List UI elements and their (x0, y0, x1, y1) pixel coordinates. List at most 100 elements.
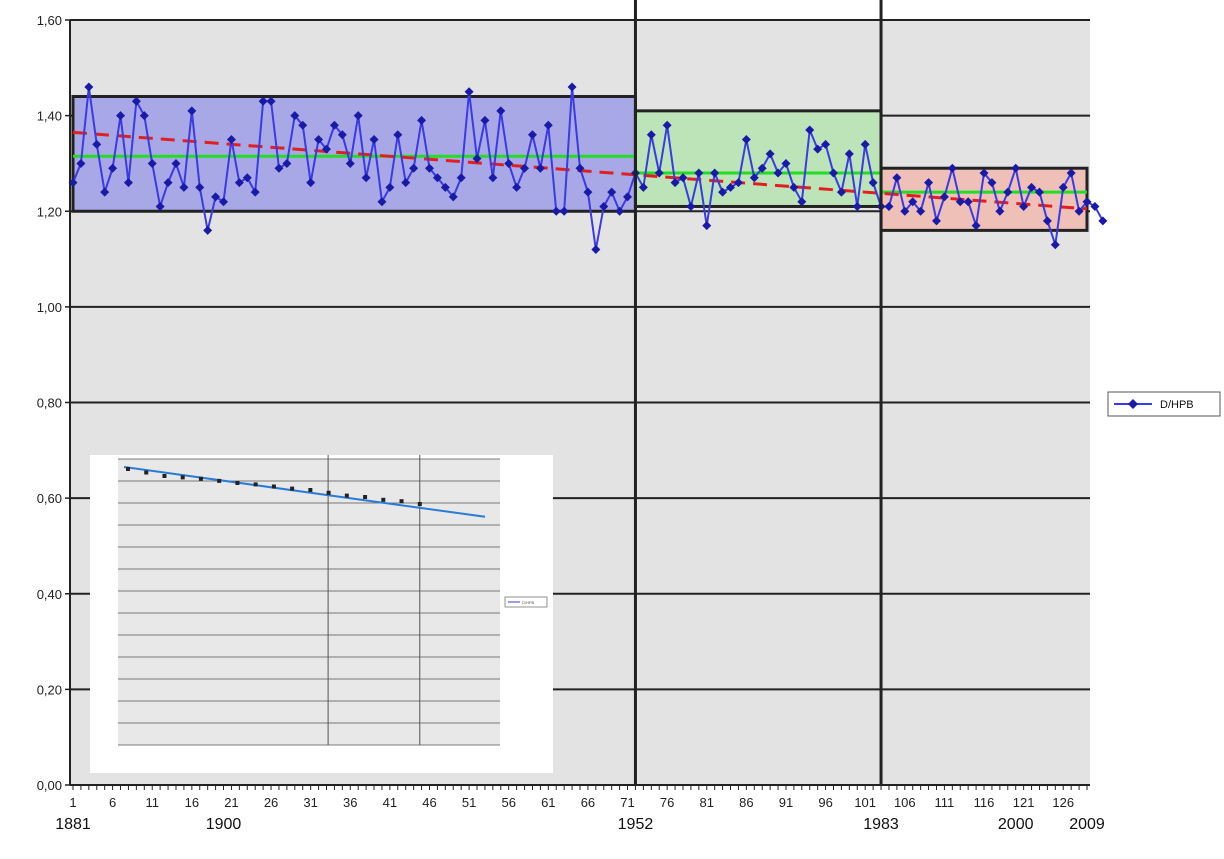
data-point (290, 111, 300, 121)
legend-marker (1128, 399, 1138, 409)
data-point (424, 163, 434, 173)
data-point (678, 173, 688, 183)
inset-data-point (162, 474, 167, 478)
x-tick-label: 66 (581, 795, 595, 810)
data-point (575, 163, 585, 173)
data-point (860, 139, 870, 149)
data-point (409, 163, 419, 173)
data-point (187, 106, 197, 116)
data-point (258, 96, 268, 106)
data-point (139, 111, 149, 121)
data-point (171, 158, 181, 168)
data-point (504, 158, 514, 168)
data-point (607, 187, 617, 197)
inset-legend-label: D/HPB (522, 600, 535, 605)
data-point (995, 206, 1005, 216)
data-point (1003, 187, 1013, 197)
data-point (829, 168, 838, 178)
data-point (694, 168, 704, 178)
data-point (963, 197, 973, 207)
data-point (432, 173, 442, 183)
data-point (337, 130, 347, 140)
data-point (448, 192, 458, 202)
data-point (512, 182, 522, 192)
data-point (266, 96, 276, 106)
x-tick-label: 76 (660, 795, 674, 810)
x-tick-label: 46 (422, 795, 436, 810)
data-point (417, 115, 427, 125)
data-point (884, 201, 894, 211)
x-tick-label: 26 (264, 795, 278, 810)
data-point (852, 201, 862, 211)
data-point (314, 135, 324, 145)
data-point (219, 197, 229, 207)
data-point (559, 206, 569, 216)
x-tick-label: 101 (854, 795, 876, 810)
data-point (155, 201, 165, 211)
data-point (298, 120, 308, 130)
data-point (131, 96, 141, 106)
data-point (1019, 201, 1029, 211)
x-tick-label: 126 (1052, 795, 1074, 810)
data-point (393, 130, 403, 140)
x-tick-label: 81 (700, 795, 714, 810)
inset-data-point (253, 482, 258, 487)
data-point (472, 154, 482, 164)
data-point (543, 120, 553, 130)
data-point (733, 178, 743, 188)
data-point (591, 245, 601, 254)
data-point (496, 106, 506, 116)
data-point (726, 182, 736, 192)
data-point (599, 201, 609, 211)
data-point (979, 168, 989, 178)
data-point (226, 135, 236, 145)
x-tick-labels: 1 6 11 16 21 26 31 36 41 46 51 56 61 66 71 76 81 86 91 96 10… (69, 795, 1074, 810)
x-tick-label: 86 (739, 795, 753, 810)
data-point (211, 192, 221, 202)
data-point (377, 197, 387, 207)
data-point (1042, 216, 1052, 226)
inset-data-point (235, 481, 240, 485)
data-point (242, 173, 252, 183)
data-point (987, 178, 997, 188)
inset-data-point (399, 499, 404, 504)
data-point (353, 111, 363, 121)
x-tick-label: 6 (109, 795, 116, 810)
data-point (123, 178, 133, 188)
data-point (955, 197, 965, 207)
data-point (179, 182, 189, 192)
year-label: 1952 (618, 816, 654, 833)
inset-plot-area (118, 459, 500, 745)
data-point (757, 163, 767, 173)
data-point (282, 158, 292, 168)
data-point (100, 187, 110, 197)
data-point (931, 216, 941, 226)
data-point (329, 120, 339, 130)
data-point (456, 173, 466, 183)
legend-label: D/HPB (1160, 399, 1194, 411)
year-labels: 1881 1900 1952 1983 2000 2009 (55, 816, 1105, 833)
x-tick-label: 31 (303, 795, 317, 810)
data-point (583, 187, 593, 197)
x-tick-label: 116 (974, 795, 995, 810)
inset-data-point (381, 497, 386, 502)
data-point (250, 187, 260, 197)
legend: D/HPB (1107, 391, 1221, 417)
data-point (646, 130, 656, 140)
data-point (765, 149, 775, 159)
data-point (116, 111, 126, 121)
data-point (789, 182, 799, 192)
inset-trend-line (123, 466, 486, 518)
data-point (401, 178, 411, 188)
x-tick-label: 106 (894, 795, 916, 810)
data-point (480, 115, 490, 125)
data-point (488, 173, 498, 183)
inset-data-point (308, 488, 313, 492)
y-tick-label: 0,80 (37, 396, 62, 411)
data-point (741, 135, 751, 145)
y-tick-label: 1,20 (37, 204, 62, 219)
data-point (821, 139, 831, 149)
dividers (633, 0, 883, 785)
data-point (939, 192, 949, 202)
x-tick-label: 1 (69, 795, 76, 810)
